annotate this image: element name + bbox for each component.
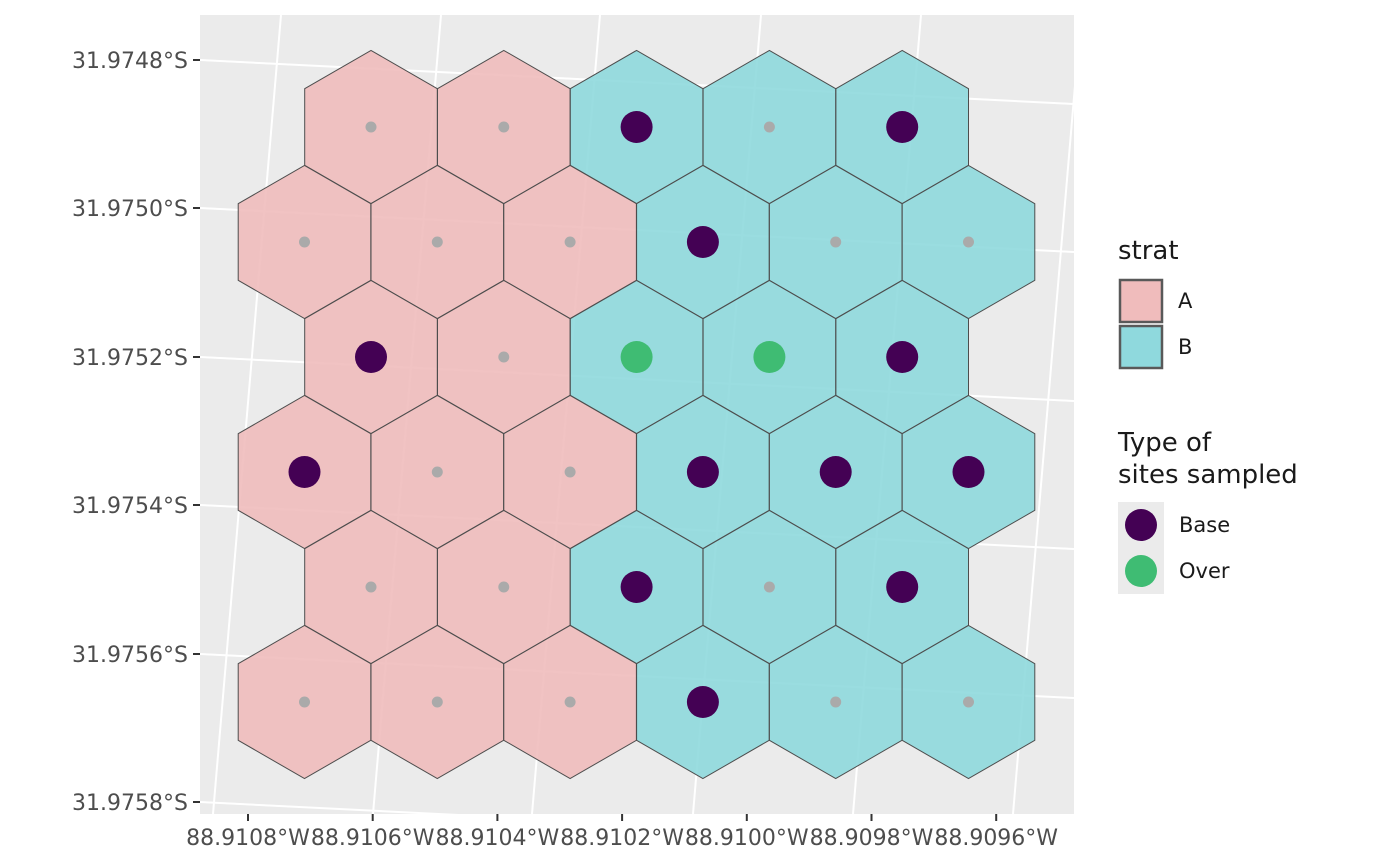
x-tick-label: 88.9108°W (186, 826, 310, 851)
site-point-base (819, 456, 852, 488)
legend-key-a (1118, 278, 1164, 324)
unsampled-point (498, 351, 510, 363)
legend-strat-title: strat (1118, 236, 1179, 266)
x-axis: 88.9108°W 88.9106°W 88.9104°W 88.9102°W 88.9… (186, 814, 1058, 851)
x-tick-label: 88.9098°W (810, 826, 934, 851)
unsampled-point (564, 466, 576, 478)
legend-type-title-line2: sites sampled (1118, 460, 1298, 490)
legend-key-over (1125, 555, 1157, 587)
legend-site-type: Type of sites sampled Base Over (1117, 428, 1298, 594)
site-point-over (620, 341, 653, 373)
unsampled-point (365, 581, 377, 593)
site-point-base (355, 341, 387, 373)
x-tick-label: 88.9102°W (560, 826, 684, 851)
site-point-base (288, 456, 321, 488)
site-point-base (886, 571, 919, 603)
site-point-base (952, 456, 985, 488)
legend-label-a: A (1178, 289, 1193, 313)
y-tick-label: 31.9754°S (72, 494, 188, 519)
unsampled-point (830, 696, 842, 708)
hexagon-grid (237, 49, 1036, 780)
legend-type-title-line1: Type of (1117, 428, 1212, 458)
unsampled-point (365, 121, 377, 133)
x-tick-label: 88.9096°W (934, 826, 1058, 851)
site-points (288, 111, 985, 718)
y-tick-label: 31.9758°S (72, 791, 188, 816)
unsampled-point (963, 696, 974, 708)
site-point-base (886, 341, 919, 373)
unsampled-point (299, 696, 310, 708)
unsampled-point (564, 696, 576, 708)
site-point-base (620, 571, 653, 603)
y-tick-label: 31.9750°S (72, 197, 188, 222)
unsampled-point (763, 121, 775, 133)
y-tick-label: 31.9752°S (72, 346, 188, 371)
legend-label-base: Base (1179, 513, 1230, 537)
y-tick-label: 31.9756°S (72, 643, 188, 668)
unsampled-point (498, 121, 510, 133)
unsampled-point (498, 581, 510, 593)
unsampled-point (299, 236, 310, 248)
site-point-base (686, 456, 719, 488)
unsampled-point (830, 236, 842, 248)
graticule-meridian-0 (212, 15, 282, 814)
site-point-base (620, 111, 653, 143)
y-axis: 31.9748°S 31.9750°S 31.9752°S 31.9754°S 31.9… (72, 49, 200, 816)
unsampled-point (431, 236, 443, 248)
legend-key-b (1118, 324, 1164, 370)
y-tick-label: 31.9748°S (72, 49, 188, 74)
legend-label-b: B (1178, 335, 1192, 359)
x-tick-label: 88.9106°W (311, 826, 435, 851)
unsampled-point (763, 581, 775, 593)
site-point-over (753, 341, 786, 373)
unsampled-point (431, 696, 443, 708)
x-tick-label: 88.9104°W (436, 826, 560, 851)
site-point-base (686, 226, 719, 258)
site-point-base (886, 111, 919, 143)
legend-strat: strat A B (1118, 236, 1193, 370)
unsampled-point (963, 236, 974, 248)
graticule-parallel-5 (200, 801, 459, 814)
x-tick-label: 88.9100°W (685, 826, 809, 851)
unsampled-point (564, 236, 576, 248)
site-point-base (686, 686, 719, 718)
legend-label-over: Over (1179, 559, 1230, 583)
legend-key-base (1125, 509, 1157, 541)
unsampled-point (431, 466, 443, 478)
